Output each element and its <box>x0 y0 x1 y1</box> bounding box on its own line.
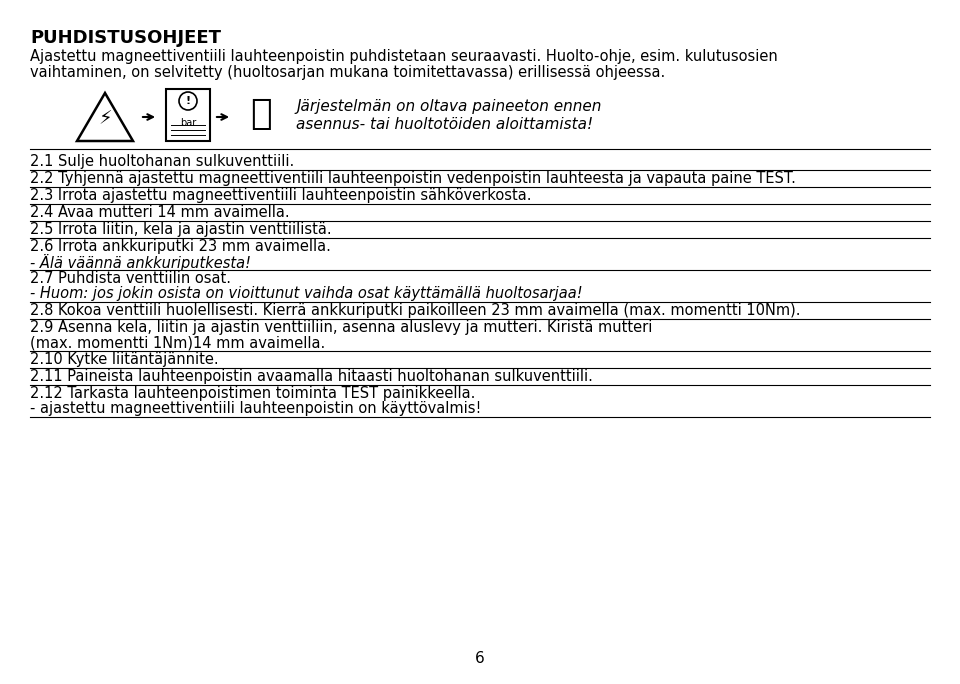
Text: vaihtaminen, on selvitetty (huoltosarjan mukana toimitettavassa) erillisessä ohj: vaihtaminen, on selvitetty (huoltosarjan… <box>30 65 665 80</box>
Text: 2.7 Puhdista venttiilin osat.: 2.7 Puhdista venttiilin osat. <box>30 271 231 286</box>
Text: 2.3 Irrota ajastettu magneettiventiili lauhteenpoistin sähköverkosta.: 2.3 Irrota ajastettu magneettiventiili l… <box>30 188 532 203</box>
Text: ⚡: ⚡ <box>98 109 112 129</box>
Text: Järjestelmän on oltava paineeton ennen: Järjestelmän on oltava paineeton ennen <box>296 99 601 114</box>
Text: (max. momentti 1Nm)14 mm avaimella.: (max. momentti 1Nm)14 mm avaimella. <box>30 335 325 350</box>
Text: 2.11 Paineista lauhteenpoistin avaamalla hitaasti huoltohanan sulkuventtiili.: 2.11 Paineista lauhteenpoistin avaamalla… <box>30 369 593 384</box>
Text: 2.6 Irrota ankkuriputki 23 mm avaimella.: 2.6 Irrota ankkuriputki 23 mm avaimella. <box>30 239 331 254</box>
Text: 2.4 Avaa mutteri 14 mm avaimella.: 2.4 Avaa mutteri 14 mm avaimella. <box>30 205 290 220</box>
Text: 2.8 Kokoa venttiili huolellisesti. Kierrä ankkuriputki paikoilleen 23 mm avaimel: 2.8 Kokoa venttiili huolellisesti. Kierr… <box>30 303 801 318</box>
Text: 2.9 Asenna kela, liitin ja ajastin venttiiliin, asenna aluslevy ja mutteri. Kiri: 2.9 Asenna kela, liitin ja ajastin ventt… <box>30 320 653 335</box>
Text: - Huom: jos jokin osista on vioittunut vaihda osat käyttämällä huoltosarjaa!: - Huom: jos jokin osista on vioittunut v… <box>30 286 583 301</box>
Text: 2.10 Kytke liitäntäjännite.: 2.10 Kytke liitäntäjännite. <box>30 352 219 367</box>
Text: 🔧: 🔧 <box>250 97 272 131</box>
Text: Ajastettu magneettiventiili lauhteenpoistin puhdistetaan seuraavasti. Huolto-ohj: Ajastettu magneettiventiili lauhteenpois… <box>30 49 778 64</box>
Text: 2.2 Tyhjennä ajastettu magneettiventiili lauhteenpoistin vedenpoistin lauhteesta: 2.2 Tyhjennä ajastettu magneettiventiili… <box>30 171 796 186</box>
Text: 2.5 Irrota liitin, kela ja ajastin venttiilistä.: 2.5 Irrota liitin, kela ja ajastin ventt… <box>30 222 331 237</box>
Text: bar: bar <box>180 118 196 128</box>
Text: PUHDISTUSOHJEET: PUHDISTUSOHJEET <box>30 29 221 47</box>
Text: 2.12 Tarkasta lauhteenpoistimen toiminta TEST painikkeella.: 2.12 Tarkasta lauhteenpoistimen toiminta… <box>30 386 475 401</box>
Bar <box>166 89 210 141</box>
Text: - ajastettu magneettiventiili lauhteenpoistin on käyttövalmis!: - ajastettu magneettiventiili lauhteenpo… <box>30 401 481 416</box>
Text: !: ! <box>185 96 191 106</box>
Text: 2.1 Sulje huoltohanan sulkuventtiili.: 2.1 Sulje huoltohanan sulkuventtiili. <box>30 154 295 169</box>
Text: asennus- tai huoltotöiden aloittamista!: asennus- tai huoltotöiden aloittamista! <box>296 117 593 132</box>
Text: - Älä väännä ankkuriputkesta!: - Älä väännä ankkuriputkesta! <box>30 254 251 271</box>
Text: 6: 6 <box>475 651 485 666</box>
